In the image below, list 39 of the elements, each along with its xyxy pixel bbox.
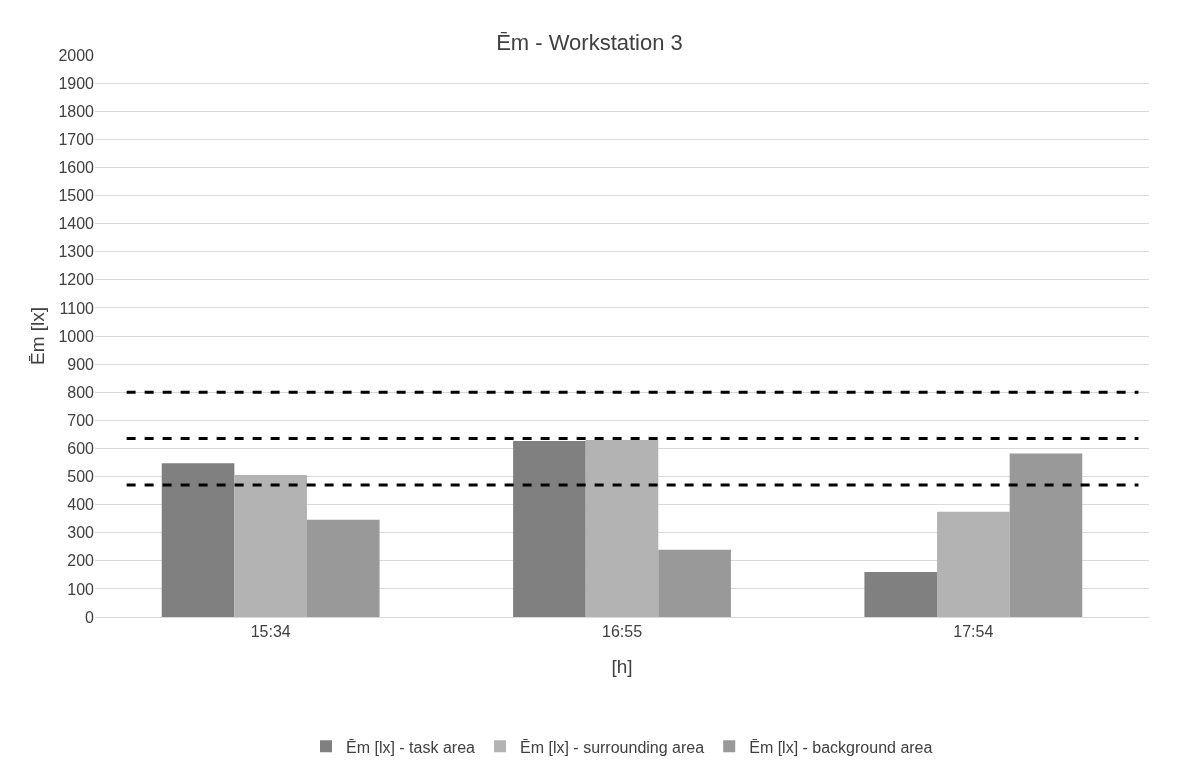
y-tick-label: 1800 — [58, 102, 95, 120]
y-tick-label: 1400 — [58, 215, 95, 233]
bar — [864, 572, 938, 617]
chart-title: Ēm - Workstation 3 — [496, 30, 683, 56]
bar — [1009, 453, 1083, 617]
y-tick-label: 400 — [67, 496, 95, 514]
x-axis-title: [h] — [611, 656, 633, 677]
y-tick-label: 1900 — [58, 74, 95, 92]
y-tick-label: 1300 — [58, 243, 95, 261]
bar — [234, 475, 307, 617]
legend-label: Ēm [lx] - task area — [346, 738, 476, 756]
y-tick-label: 1200 — [58, 271, 95, 289]
bar — [161, 463, 235, 617]
y-tick-label: 100 — [67, 580, 95, 598]
y-tick-label: 1000 — [58, 327, 95, 345]
x-tick-label: 16:55 — [601, 623, 643, 641]
bar — [585, 439, 659, 617]
y-axis-title: Ēm [lx] — [27, 306, 49, 366]
x-tick-label: 15:34 — [250, 623, 291, 641]
y-tick-label: 1600 — [58, 159, 95, 176]
y-tick-label: 200 — [67, 552, 95, 570]
y-tick-label: 1100 — [59, 299, 95, 317]
y-tick-label: 1700 — [58, 130, 95, 148]
x-tick-label: 17:54 — [953, 623, 994, 641]
bar — [306, 519, 380, 617]
y-tick-label: 300 — [67, 524, 95, 542]
y-tick-label: 700 — [67, 411, 95, 429]
y-tick-label: 500 — [67, 468, 95, 486]
legend-label: Ēm [lx] - background area — [749, 738, 933, 756]
y-tick-label: 0 — [85, 608, 95, 626]
bar — [658, 549, 731, 617]
y-tick-label: 600 — [67, 440, 95, 457]
y-tick-label: 2000 — [58, 46, 95, 64]
legend-label: Ēm [lx] - surrounding area — [520, 738, 705, 756]
y-tick-label: 800 — [67, 383, 95, 401]
bar — [937, 511, 1010, 617]
y-tick-label: 900 — [67, 355, 95, 373]
bar — [513, 441, 586, 617]
y-tick-label: 1500 — [58, 187, 95, 205]
